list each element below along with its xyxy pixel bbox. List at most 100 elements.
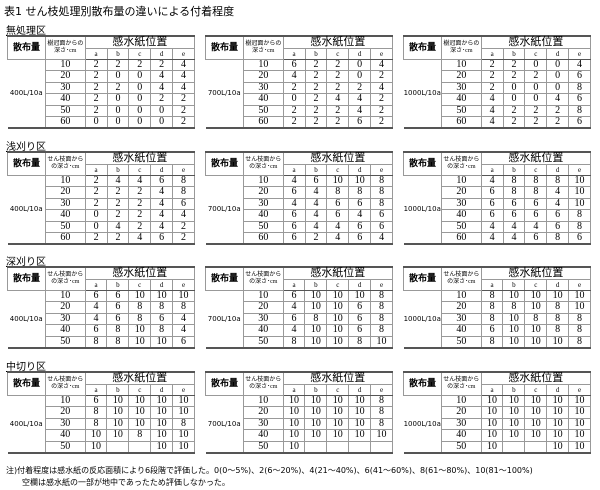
position-header: 感水紙位置 bbox=[480, 371, 592, 385]
score-cell: 2 bbox=[326, 104, 350, 117]
score-cell: 2 bbox=[326, 116, 350, 129]
position-b: b bbox=[502, 47, 526, 60]
score-cell: 10 bbox=[480, 417, 504, 430]
depth-value: 40 bbox=[242, 324, 284, 337]
table-row: 40 4 0 0 4 6 bbox=[404, 93, 591, 106]
position-header: 感水紙位置 bbox=[282, 266, 394, 280]
score-cell: 0 bbox=[106, 93, 130, 106]
table-row: 40 6 8 10 8 4 bbox=[8, 324, 195, 337]
score-cell bbox=[370, 440, 393, 453]
depth-value: 20 bbox=[242, 406, 284, 419]
score-cell: 10 bbox=[326, 406, 350, 419]
score-cell: 8 bbox=[172, 417, 195, 430]
score-cell: 2 bbox=[502, 58, 526, 71]
position-a: a bbox=[282, 47, 306, 60]
depth-value: 30 bbox=[242, 81, 284, 94]
score-cell: 8 bbox=[172, 301, 195, 314]
score-cell: 2 bbox=[502, 70, 526, 83]
spray-amount: 700L/10a bbox=[205, 289, 244, 348]
score-cell: 6 bbox=[150, 174, 174, 187]
score-cell: 0 bbox=[84, 220, 108, 233]
score-cell: 4 bbox=[326, 220, 350, 233]
score-cell: 2 bbox=[304, 116, 328, 129]
data-table: 散布量 せん枝面からの深さ･cm 感水紙位置 a b c d e 1000L/10a 10 8 10 1… bbox=[403, 266, 592, 349]
score-cell: 8 bbox=[370, 301, 393, 314]
position-c: c bbox=[524, 163, 548, 176]
spray-amount: 1000L/10a bbox=[403, 174, 442, 244]
score-cell: 6 bbox=[106, 289, 130, 302]
table-row: 40 2 0 0 2 2 bbox=[8, 93, 195, 106]
score-cell: 4 bbox=[172, 70, 195, 83]
score-cell: 8 bbox=[348, 186, 372, 199]
spray-amount: 400L/10a bbox=[7, 289, 46, 348]
score-cell: 2 bbox=[524, 116, 548, 129]
score-cell: 2 bbox=[172, 220, 195, 233]
score-cell: 8 bbox=[502, 301, 526, 314]
score-cell: 10 bbox=[546, 440, 570, 453]
score-cell: 10 bbox=[502, 312, 526, 325]
score-cell: 10 bbox=[502, 289, 526, 302]
section-label: 中切り区 bbox=[6, 362, 46, 373]
depth-value: 10 bbox=[242, 289, 284, 302]
table-row: 20 6 4 8 8 8 bbox=[206, 186, 393, 199]
score-cell: 8 bbox=[546, 312, 570, 325]
position-a: a bbox=[282, 163, 306, 176]
score-cell: 10 bbox=[480, 440, 504, 453]
score-cell: 4 bbox=[326, 232, 350, 245]
position-e: e bbox=[172, 163, 195, 176]
score-cell: 6 bbox=[348, 232, 372, 245]
position-c: c bbox=[326, 47, 350, 60]
score-cell: 10 bbox=[568, 417, 591, 430]
score-cell: 0 bbox=[84, 116, 108, 129]
position-e: e bbox=[568, 278, 591, 291]
depth-value: 60 bbox=[242, 232, 284, 245]
position-header: 感水紙位置 bbox=[84, 371, 196, 385]
score-cell: 10 bbox=[502, 335, 526, 348]
depth-value: 10 bbox=[242, 174, 284, 187]
score-cell: 6 bbox=[282, 186, 306, 199]
score-cell: 2 bbox=[304, 93, 328, 106]
score-cell: 10 bbox=[568, 429, 591, 442]
depth-value: 20 bbox=[440, 70, 482, 83]
position-e: e bbox=[568, 383, 591, 396]
score-cell: 10 bbox=[524, 289, 548, 302]
depth-value: 40 bbox=[440, 324, 482, 337]
table-row: 1000L/10a 10 8 10 10 10 10 bbox=[403, 289, 591, 348]
dose-header: 散布量 bbox=[205, 151, 244, 176]
score-cell: 2 bbox=[524, 70, 548, 83]
score-cell: 4 bbox=[304, 220, 328, 233]
score-cell: 6 bbox=[524, 232, 548, 245]
score-cell: 6 bbox=[546, 209, 570, 222]
score-cell: 10 bbox=[128, 289, 152, 302]
score-cell: 8 bbox=[568, 324, 591, 337]
depth-value: 20 bbox=[440, 301, 482, 314]
depth-value: 50 bbox=[242, 104, 284, 117]
score-cell: 2 bbox=[106, 186, 130, 199]
table-row: 50 0 4 2 4 2 bbox=[8, 220, 195, 233]
score-cell: 10 bbox=[128, 394, 152, 407]
score-cell: 0 bbox=[348, 58, 372, 71]
score-cell: 10 bbox=[524, 429, 548, 442]
score-cell: 10 bbox=[524, 301, 548, 314]
score-cell: 2 bbox=[304, 81, 328, 94]
score-cell: 2 bbox=[480, 58, 504, 71]
table-row: 50 2 0 0 0 2 bbox=[8, 104, 195, 117]
score-cell: 6 bbox=[150, 232, 174, 245]
score-cell: 0 bbox=[106, 70, 130, 83]
data-table: 散布量 せん枝面からの深さ･cm 感水紙位置 a b c d e 700L/10a 10 10 10 1… bbox=[205, 371, 394, 454]
score-cell: 2 bbox=[304, 104, 328, 117]
table-row: 50 4 4 4 6 8 bbox=[404, 220, 591, 233]
score-cell: 6 bbox=[84, 324, 108, 337]
dose-header: 散布量 bbox=[403, 371, 442, 396]
table-row: 20 4 10 10 6 8 bbox=[206, 301, 393, 314]
table-row: 50 10 10 10 bbox=[404, 440, 591, 453]
depth-value: 30 bbox=[440, 81, 482, 94]
score-cell: 10 bbox=[304, 394, 328, 407]
data-table: 散布量 せん枝面からの深さ･cm 感水紙位置 a b c d e 1000L/10a 10 10 10… bbox=[403, 371, 592, 454]
dose-header: 散布量 bbox=[205, 35, 244, 60]
score-cell: 4 bbox=[480, 104, 504, 117]
table-row: 40 6 4 6 4 6 bbox=[206, 209, 393, 222]
score-cell: 8 bbox=[370, 174, 393, 187]
score-cell: 10 bbox=[326, 417, 350, 430]
depth-header: せん枝面からの深さ･cm bbox=[44, 151, 86, 176]
